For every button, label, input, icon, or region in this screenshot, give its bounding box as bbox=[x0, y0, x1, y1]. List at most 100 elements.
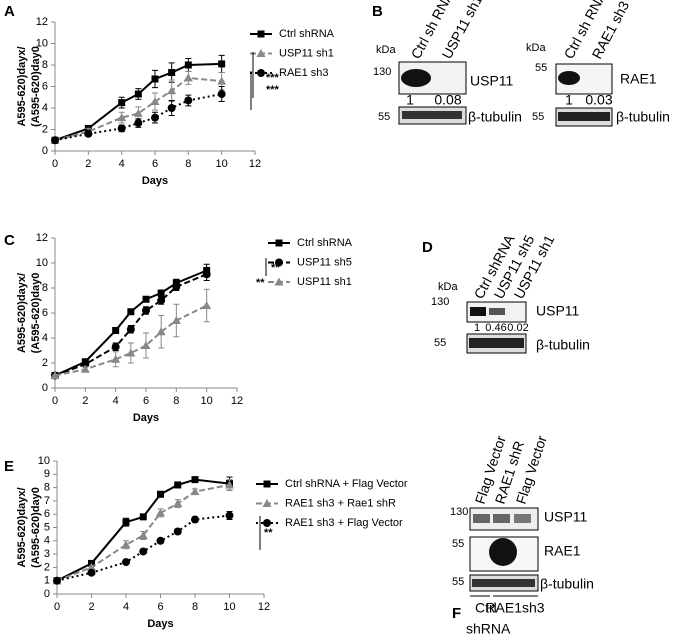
band bbox=[489, 308, 505, 315]
y-axis-title: A595-620)dayx/ bbox=[16, 487, 28, 567]
x-tick-label: 2 bbox=[85, 158, 91, 170]
marker bbox=[172, 282, 181, 291]
y-tick-label: 7 bbox=[44, 495, 50, 507]
y-tick-label: 8 bbox=[42, 282, 48, 294]
y-tick-label: 10 bbox=[36, 257, 48, 269]
x-tick-label: 4 bbox=[123, 601, 129, 613]
marker bbox=[275, 258, 283, 267]
y-tick-label: 9 bbox=[44, 468, 50, 480]
marker bbox=[257, 69, 265, 77]
ratio: 0.02 bbox=[507, 322, 528, 334]
group-label: Ctrl bbox=[475, 600, 497, 616]
band bbox=[473, 514, 490, 523]
legend-label: RAE1 sh3 + Flag Vector bbox=[285, 517, 403, 529]
y-tick-label: 8 bbox=[42, 59, 48, 71]
panel-label: D bbox=[422, 239, 433, 256]
marker bbox=[117, 113, 127, 122]
mw-marker: 55 bbox=[434, 337, 446, 349]
marker bbox=[256, 49, 266, 57]
band bbox=[558, 112, 610, 121]
blot bbox=[469, 507, 539, 597]
x-axis-title: Days bbox=[133, 412, 159, 424]
legend-label: USP11 sh1 bbox=[297, 276, 352, 288]
ratio: 0.03 bbox=[585, 92, 612, 108]
annotation: *** bbox=[266, 72, 280, 84]
legend-label: Ctrl shRNA bbox=[297, 237, 353, 249]
marker bbox=[171, 316, 181, 324]
y-axis-title: (A595-620)day0 bbox=[30, 46, 42, 127]
y-axis-title: (A595-620)day0 bbox=[30, 273, 42, 354]
band bbox=[402, 111, 462, 119]
mw-marker: 55 bbox=[535, 62, 547, 74]
legend-label: USP11 sh1 bbox=[279, 47, 334, 59]
marker bbox=[263, 480, 271, 488]
x-tick-label: 0 bbox=[52, 395, 58, 407]
mw-marker: 55 bbox=[532, 111, 544, 123]
loading-label: β-tubulin bbox=[540, 576, 594, 592]
marker bbox=[202, 301, 212, 309]
y-axis-title: (A595-620)day0 bbox=[30, 487, 42, 568]
marker bbox=[80, 364, 90, 373]
y-tick-label: 0 bbox=[44, 588, 50, 600]
target-label: RAE1 bbox=[620, 71, 657, 87]
marker bbox=[275, 239, 283, 247]
marker bbox=[139, 513, 147, 521]
panel-label: A bbox=[4, 3, 15, 20]
x-axis-title: Days bbox=[147, 618, 173, 630]
y-tick-label: 0 bbox=[42, 145, 48, 157]
y-axis-title: A595-620)dayx/ bbox=[16, 273, 28, 353]
y-tick-label: 10 bbox=[36, 37, 48, 49]
marker bbox=[262, 499, 272, 507]
marker bbox=[257, 30, 265, 38]
ratio: 1 bbox=[406, 92, 414, 108]
marker bbox=[111, 342, 120, 351]
x-tick-label: 0 bbox=[54, 601, 60, 613]
band bbox=[558, 71, 580, 85]
marker bbox=[225, 480, 234, 489]
annotation: ** bbox=[256, 277, 265, 289]
x-tick-label: 8 bbox=[192, 601, 198, 613]
marker bbox=[118, 99, 126, 107]
ratio: 1 bbox=[565, 92, 573, 108]
series-line bbox=[54, 304, 208, 377]
marker bbox=[134, 119, 143, 128]
series-line bbox=[56, 514, 230, 582]
y-tick-label: 4 bbox=[42, 102, 48, 114]
marker bbox=[173, 527, 182, 536]
marker bbox=[225, 511, 234, 520]
y-tick-label: 4 bbox=[42, 332, 48, 344]
marker bbox=[142, 295, 150, 303]
y-tick-label: 1 bbox=[44, 575, 50, 587]
legend-label: RAE1 sh3 bbox=[279, 67, 329, 79]
x-tick-label: 10 bbox=[216, 158, 228, 170]
annotation: ** bbox=[271, 262, 280, 274]
x-tick-label: 4 bbox=[119, 158, 125, 170]
marker bbox=[191, 476, 199, 484]
marker bbox=[156, 536, 165, 545]
marker bbox=[218, 60, 226, 68]
y-tick-label: 6 bbox=[44, 508, 50, 520]
y-tick-label: 6 bbox=[42, 80, 48, 92]
mw-marker: 130 bbox=[431, 296, 449, 308]
y-tick-label: 12 bbox=[36, 232, 48, 244]
band bbox=[401, 69, 431, 87]
y-tick-label: 4 bbox=[44, 535, 50, 547]
band bbox=[470, 307, 486, 316]
x-tick-label: 6 bbox=[152, 158, 158, 170]
marker bbox=[156, 508, 165, 517]
panel-label: E bbox=[4, 458, 14, 475]
marker bbox=[151, 113, 159, 122]
x-tick-label: 12 bbox=[231, 395, 243, 407]
marker bbox=[133, 108, 143, 117]
marker bbox=[121, 540, 131, 549]
panel-label: B bbox=[372, 3, 383, 20]
panel-label: F bbox=[452, 605, 461, 622]
band bbox=[469, 338, 524, 348]
band bbox=[493, 514, 510, 523]
band bbox=[472, 579, 535, 587]
marker bbox=[156, 327, 166, 336]
legend-label: Ctrl shRNA + Flag Vector bbox=[285, 478, 408, 490]
target-label: RAE1 bbox=[544, 543, 581, 559]
marker bbox=[202, 270, 211, 279]
mw-marker: 55 bbox=[378, 111, 390, 123]
